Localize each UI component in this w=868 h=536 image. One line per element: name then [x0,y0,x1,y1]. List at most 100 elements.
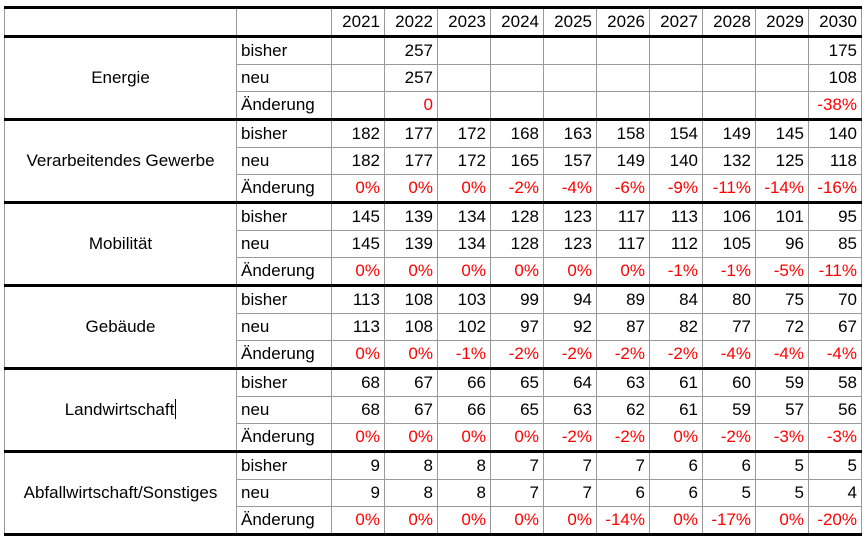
value-cell[interactable]: 0% [331,340,385,369]
value-cell[interactable]: 112 [649,230,703,258]
value-cell[interactable]: -4% [702,340,756,369]
value-cell[interactable]: 63 [543,396,597,424]
value-cell[interactable]: 6 [649,479,703,507]
row-type-label[interactable]: Änderung [236,91,332,120]
value-cell[interactable]: 61 [649,396,703,424]
value-cell[interactable]: -17% [702,506,756,536]
value-cell[interactable]: 134 [437,230,491,258]
value-cell[interactable]: 7 [543,450,597,480]
value-cell[interactable]: -4% [755,340,809,369]
value-cell[interactable] [596,64,650,92]
value-cell[interactable]: 8 [437,479,491,507]
value-cell[interactable]: 62 [596,396,650,424]
value-cell[interactable] [437,91,491,120]
value-cell[interactable]: -14% [596,506,650,536]
value-cell[interactable]: 257 [384,36,438,65]
value-cell[interactable]: 7 [596,450,650,480]
value-cell[interactable]: 70 [808,284,862,314]
value-cell[interactable]: -1% [702,257,756,286]
value-cell[interactable]: 140 [808,118,862,148]
row-type-label[interactable]: neu [236,479,332,507]
value-cell[interactable]: 6 [649,450,703,480]
value-cell[interactable]: 117 [596,201,650,231]
row-type-label[interactable]: Änderung [236,174,332,203]
value-cell[interactable]: 56 [808,396,862,424]
value-cell[interactable]: 92 [543,313,597,341]
value-cell[interactable] [755,36,809,65]
value-cell[interactable] [702,64,756,92]
value-cell[interactable] [702,91,756,120]
year-header-2029[interactable]: 2029 [755,6,809,38]
value-cell[interactable]: 106 [702,201,756,231]
row-type-label[interactable]: Änderung [236,257,332,286]
value-cell[interactable] [331,91,385,120]
value-cell[interactable] [755,91,809,120]
value-cell[interactable] [437,64,491,92]
value-cell[interactable]: 94 [543,284,597,314]
year-header-2028[interactable]: 2028 [702,6,756,38]
value-cell[interactable]: 0% [437,257,491,286]
value-cell[interactable]: 139 [384,201,438,231]
value-cell[interactable]: 7 [543,479,597,507]
value-cell[interactable]: 72 [755,313,809,341]
row-type-label[interactable]: neu [236,147,332,175]
value-cell[interactable]: 145 [331,201,385,231]
value-cell[interactable]: 89 [596,284,650,314]
value-cell[interactable]: 68 [331,396,385,424]
year-header-2021[interactable]: 2021 [331,6,385,38]
value-cell[interactable]: 103 [437,284,491,314]
year-header-2027[interactable]: 2027 [649,6,703,38]
value-cell[interactable]: 5 [755,479,809,507]
row-type-label[interactable]: Änderung [236,506,332,536]
value-cell[interactable] [490,64,544,92]
value-cell[interactable]: 113 [331,284,385,314]
value-cell[interactable] [649,64,703,92]
value-cell[interactable]: 87 [596,313,650,341]
value-cell[interactable]: 65 [490,367,544,397]
row-type-label[interactable]: neu [236,313,332,341]
value-cell[interactable]: 118 [808,147,862,175]
value-cell[interactable]: 123 [543,201,597,231]
value-cell[interactable]: -2% [490,174,544,203]
year-header-2022[interactable]: 2022 [384,6,438,38]
value-cell[interactable]: 168 [490,118,544,148]
value-cell[interactable]: 65 [490,396,544,424]
value-cell[interactable]: 97 [490,313,544,341]
value-cell[interactable]: 123 [543,230,597,258]
value-cell[interactable]: -5% [755,257,809,286]
value-cell[interactable]: 58 [808,367,862,397]
value-cell[interactable]: 149 [702,118,756,148]
row-type-label[interactable]: bisher [236,367,332,397]
value-cell[interactable]: 80 [702,284,756,314]
value-cell[interactable]: 102 [437,313,491,341]
value-cell[interactable]: 66 [437,367,491,397]
value-cell[interactable] [490,91,544,120]
value-cell[interactable] [331,36,385,65]
header-empty-cell[interactable] [4,6,237,38]
value-cell[interactable]: 0% [331,257,385,286]
value-cell[interactable]: 6 [596,479,650,507]
value-cell[interactable] [596,91,650,120]
value-cell[interactable]: 68 [331,367,385,397]
value-cell[interactable]: 0% [490,506,544,536]
value-cell[interactable]: -2% [596,423,650,452]
value-cell[interactable]: 63 [596,367,650,397]
value-cell[interactable] [755,64,809,92]
value-cell[interactable]: 8 [384,450,438,480]
value-cell[interactable]: 117 [596,230,650,258]
value-cell[interactable]: 60 [702,367,756,397]
value-cell[interactable]: 128 [490,230,544,258]
value-cell[interactable]: 5 [702,479,756,507]
value-cell[interactable]: -4% [543,174,597,203]
value-cell[interactable]: -3% [808,423,862,452]
year-header-2025[interactable]: 2025 [543,6,597,38]
value-cell[interactable] [543,64,597,92]
value-cell[interactable]: -38% [808,91,862,120]
value-cell[interactable]: 149 [596,147,650,175]
row-type-label[interactable]: Änderung [236,423,332,452]
value-cell[interactable]: 96 [755,230,809,258]
value-cell[interactable]: 8 [437,450,491,480]
value-cell[interactable]: 8 [384,479,438,507]
value-cell[interactable]: 5 [755,450,809,480]
value-cell[interactable]: 0% [384,423,438,452]
